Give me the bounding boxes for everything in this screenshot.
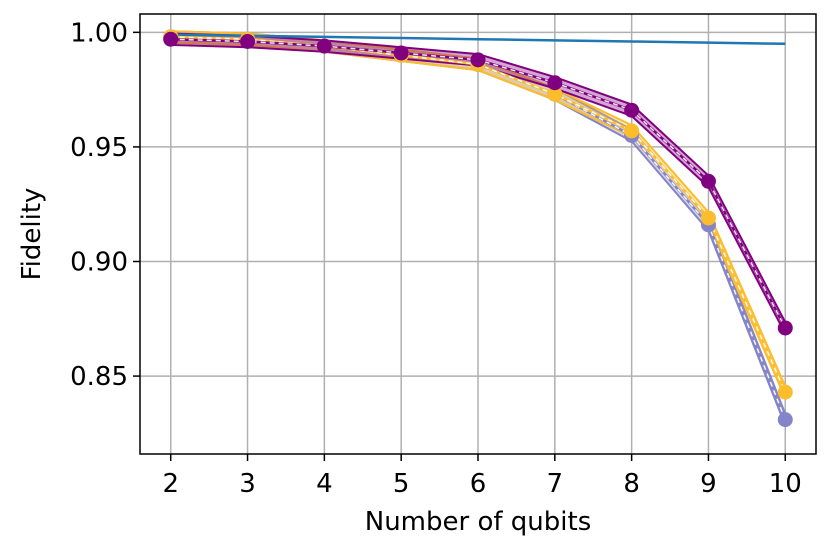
series-point-1 — [777, 412, 793, 428]
y-axis-label: Fidelity — [17, 188, 47, 281]
x-tick-label: 6 — [470, 469, 487, 499]
x-tick-label: 9 — [700, 469, 717, 499]
series-point-2 — [700, 210, 716, 226]
series-point-3 — [316, 38, 332, 54]
series-point-3 — [240, 34, 256, 49]
series-point-3 — [700, 173, 716, 189]
x-tick-label: 4 — [316, 469, 333, 499]
x-tick-label: 5 — [393, 469, 410, 499]
x-tick-label: 10 — [769, 469, 802, 499]
series-point-3 — [393, 45, 409, 61]
x-tick-label: 8 — [623, 469, 640, 499]
series-point-3 — [777, 320, 793, 336]
series-point-2 — [624, 123, 640, 139]
y-tick-label: 0.95 — [70, 133, 128, 163]
series-point-3 — [547, 75, 563, 91]
series-point-2 — [547, 86, 563, 102]
y-axis-ticks: 0.85 0.90 0.95 1.00 — [70, 18, 140, 392]
x-axis-ticks: 2 3 4 5 6 7 8 9 10 — [162, 454, 802, 499]
series-point-3 — [624, 102, 640, 118]
series-point-3 — [163, 31, 179, 47]
series-markers — [163, 29, 793, 428]
y-tick-label: 1.00 — [70, 18, 128, 48]
x-axis-label: Number of qubits — [365, 507, 591, 537]
x-tick-label: 2 — [162, 469, 179, 499]
y-tick-label: 0.85 — [70, 362, 128, 392]
y-tick-label: 0.90 — [70, 248, 128, 278]
series-point-3 — [470, 52, 486, 68]
series-point-2 — [777, 384, 793, 400]
x-tick-label: 3 — [239, 469, 256, 499]
series-line-0 — [170, 33, 786, 46]
x-tick-label: 7 — [547, 469, 564, 499]
